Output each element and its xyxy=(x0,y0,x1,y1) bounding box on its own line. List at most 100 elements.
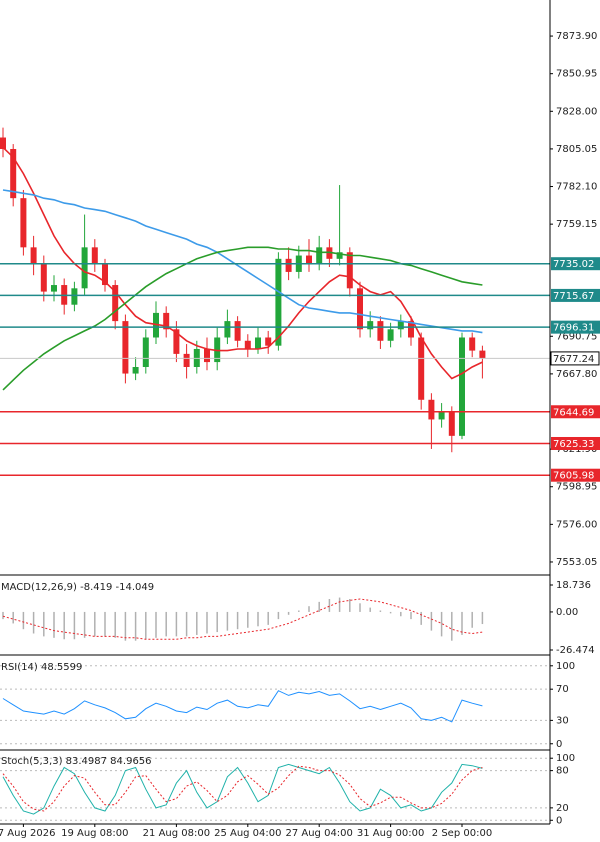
y-tick-label: 7598.95 xyxy=(556,482,597,493)
candle-body xyxy=(204,348,210,363)
candle-body xyxy=(163,312,170,330)
candle-body xyxy=(40,263,47,292)
level-label-box xyxy=(551,468,600,482)
indicator-line xyxy=(2,765,483,812)
y-tick-label: 100 xyxy=(556,753,575,764)
candle-body xyxy=(112,285,119,322)
candle-body xyxy=(265,337,272,346)
candle-body xyxy=(30,247,37,264)
y-tick-label: 7576.00 xyxy=(556,519,597,530)
price-label: 7677.24 xyxy=(553,354,594,365)
level-label-box xyxy=(551,288,600,302)
candle-body xyxy=(91,247,98,264)
x-tick-label: 19 Aug 08:00 xyxy=(61,828,128,839)
x-tick-label: 27 Aug 04:00 xyxy=(285,828,352,839)
candle-body xyxy=(387,329,394,341)
candle-body xyxy=(408,321,414,338)
candle-body xyxy=(234,321,241,341)
level-label: 7696.31 xyxy=(553,323,594,334)
candle-body xyxy=(10,148,17,199)
candle-body xyxy=(469,337,476,351)
x-tick-label: 31 Aug 00:00 xyxy=(357,828,424,839)
candle-body xyxy=(132,366,139,374)
level-label-box xyxy=(551,405,600,419)
candle-body xyxy=(479,350,486,359)
candle-body xyxy=(20,198,27,248)
candle-body xyxy=(0,137,6,149)
indicator-line xyxy=(2,690,483,723)
candle-body xyxy=(51,285,57,292)
y-tick-label: 18.736 xyxy=(556,580,591,591)
candle-body xyxy=(448,411,455,436)
plot-area xyxy=(0,757,550,821)
candle-body xyxy=(81,247,88,289)
indicator-title: MACD(12,26,9) -8.419 -14.049 xyxy=(1,582,154,593)
candle-body xyxy=(397,321,404,330)
x-tick-label: 25 Aug 04:00 xyxy=(214,828,281,839)
y-tick-label: 7850.95 xyxy=(556,69,597,80)
plot-area xyxy=(2,597,484,641)
candle-body xyxy=(367,321,374,330)
candle-body xyxy=(71,288,78,305)
signal-line xyxy=(2,598,483,640)
level-label: 7644.69 xyxy=(553,407,594,418)
candle-body xyxy=(224,321,231,338)
level-label: 7625.33 xyxy=(553,439,594,450)
y-tick-label: 7690.75 xyxy=(556,331,597,342)
y-tick-label: 20 xyxy=(556,803,569,814)
plot-area xyxy=(0,665,550,745)
y-tick-label: 0 xyxy=(556,815,562,826)
candle-body xyxy=(173,329,180,354)
indicator-title: RSI(14) 48.5599 xyxy=(1,662,82,673)
x-tick-label: 2 Sep 00:00 xyxy=(432,828,492,839)
y-tick-label: 7782.10 xyxy=(556,182,597,193)
level-label: 7605.98 xyxy=(553,471,594,482)
y-tick-label: 7873.90 xyxy=(556,31,597,42)
indicator-title: Stoch(5,3,3) 83.4987 84.9656 xyxy=(1,756,152,767)
y-tick-label: 7759.15 xyxy=(556,219,597,230)
candle-body xyxy=(428,399,435,420)
y-tick-label: 0 xyxy=(556,739,562,750)
candle-body xyxy=(336,252,343,259)
y-tick-label: -26.474 xyxy=(556,645,595,656)
candle-body xyxy=(122,321,129,374)
candle-body xyxy=(316,247,323,264)
candle-body xyxy=(183,353,190,367)
candle-body xyxy=(438,411,445,420)
candle-body xyxy=(346,252,353,289)
candle-body xyxy=(255,337,261,349)
x-tick-label: 17 Aug 2026 xyxy=(0,828,55,839)
y-tick-label: 7667.80 xyxy=(556,369,597,380)
moving-average xyxy=(2,146,483,380)
level-label: 7735.02 xyxy=(553,259,594,270)
x-tick-label: 21 Aug 08:00 xyxy=(143,828,210,839)
candle-body xyxy=(214,337,221,363)
level-label-box xyxy=(551,436,600,450)
price-label-box xyxy=(550,351,600,366)
y-tick-label: 0.00 xyxy=(556,607,578,618)
indicator-line xyxy=(2,763,483,815)
candle-body xyxy=(285,258,292,272)
candle-body xyxy=(357,288,363,330)
candle-body xyxy=(142,337,149,367)
candle-body xyxy=(377,321,384,341)
candle-body xyxy=(418,337,425,400)
plot-area xyxy=(0,127,550,476)
y-tick-label: 30 xyxy=(556,715,569,726)
y-tick-label: 7553.05 xyxy=(556,557,597,568)
y-tick-label: 100 xyxy=(556,661,575,672)
level-label: 7715.67 xyxy=(553,291,594,302)
level-label-box xyxy=(551,257,600,271)
y-tick-label: 7828.00 xyxy=(556,106,597,117)
y-tick-label: 70 xyxy=(556,684,569,695)
y-tick-label: 7805.05 xyxy=(556,144,597,155)
y-tick-label: 80 xyxy=(556,766,569,777)
candle-body xyxy=(244,340,251,349)
level-label-box xyxy=(551,320,600,334)
candle-body xyxy=(275,258,282,346)
candle-body xyxy=(459,337,465,436)
candle-body xyxy=(306,255,312,264)
